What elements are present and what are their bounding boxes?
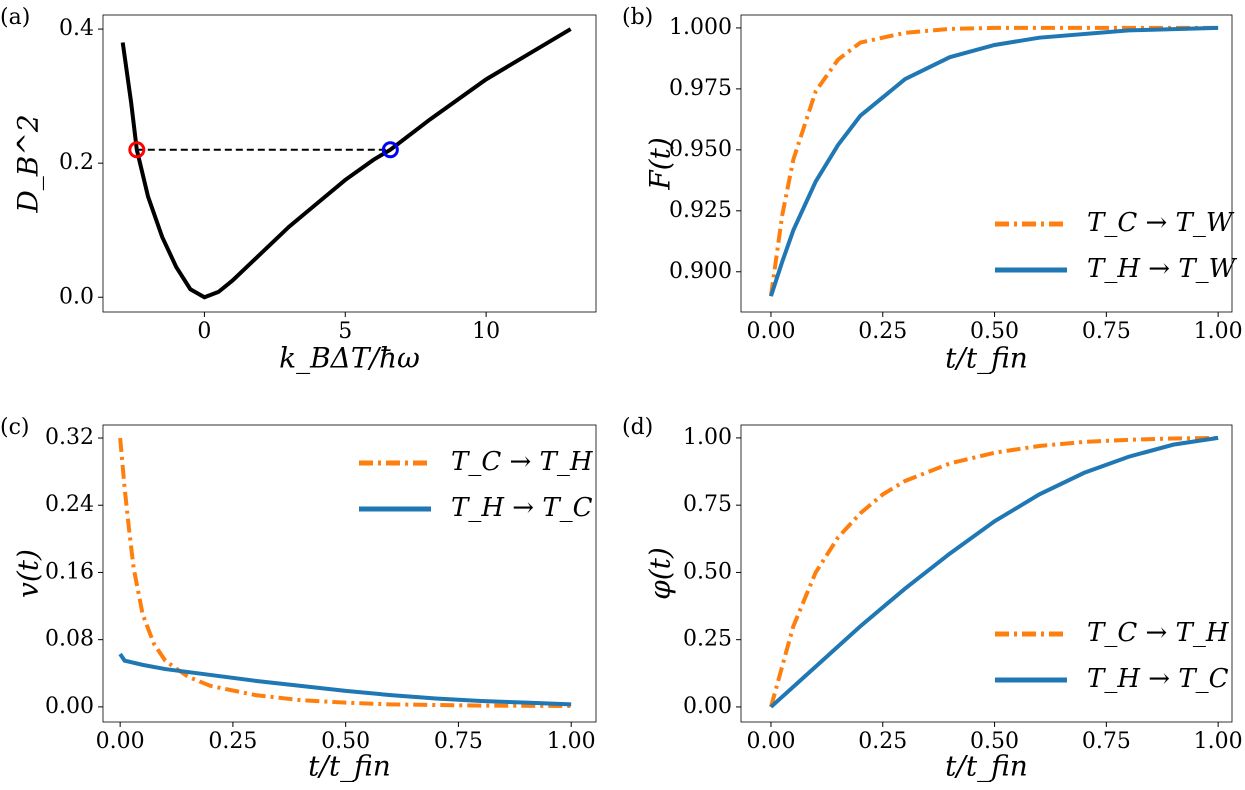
y-tick-label: 0.75	[683, 492, 732, 517]
x-tick-label: 0.50	[970, 319, 1019, 344]
x-tick-label: 0.00	[746, 729, 795, 754]
x-tick-label: 0	[197, 319, 211, 344]
x-tick-label: 0.25	[858, 319, 907, 344]
marker	[381, 141, 399, 159]
panel-label: (c)	[0, 415, 30, 440]
series-line	[118, 652, 572, 707]
legend-label: T_C → T_H	[451, 447, 594, 477]
y-tick-label: 0.32	[45, 425, 94, 450]
x-tick-label: 0.25	[858, 729, 907, 754]
y-tick-label: 0.4	[59, 16, 94, 41]
x-tick-label: 1.00	[1194, 729, 1243, 754]
y-tick-label: 1.00	[683, 425, 732, 450]
x-axis-label: t/t_fin	[945, 750, 1028, 783]
y-axis-label: D_B^2	[12, 114, 45, 213]
y-axis-label: F(t)	[644, 137, 677, 191]
x-tick-label: 5	[338, 319, 352, 344]
marker	[128, 141, 146, 159]
x-tick-label: 0.75	[434, 729, 483, 754]
x-tick-label: 0.00	[746, 319, 795, 344]
series-line	[118, 437, 572, 709]
legend-label: T_H → T_C	[451, 493, 593, 523]
y-tick-label: 0.24	[45, 492, 94, 517]
panel-label: (d)	[622, 415, 653, 440]
y-axis-label: φ(t)	[644, 547, 677, 600]
y-tick-label: 1.000	[669, 15, 732, 40]
y-tick-label: 0.25	[683, 627, 732, 652]
panel-label: (b)	[622, 5, 653, 30]
y-tick-label: 0.0	[59, 284, 94, 309]
series-line	[120, 27, 572, 300]
axes-frame	[740, 14, 1233, 313]
y-tick-label: 0.16	[45, 559, 94, 584]
x-tick-label: 10	[472, 319, 500, 344]
x-tick-label: 0.50	[970, 729, 1019, 754]
axes-frame	[102, 424, 597, 723]
legend-label: T_C → T_H	[1087, 618, 1230, 648]
series-line	[768, 25, 1219, 297]
x-axis-label: t/t_fin	[945, 342, 1028, 375]
x-tick-label: 0.75	[1082, 729, 1131, 754]
series-line	[769, 435, 1219, 708]
x-tick-label: 0.00	[96, 729, 145, 754]
legend-label: T_C → T_W	[1087, 208, 1235, 238]
x-axis-label: k_BΔT/ħω	[279, 342, 420, 375]
y-tick-label: 0.50	[683, 559, 732, 584]
x-tick-label: 1.00	[547, 729, 596, 754]
x-tick-label: 0.75	[1082, 319, 1131, 344]
y-tick-label: 0.975	[669, 76, 732, 101]
y-tick-label: 0.900	[669, 259, 732, 284]
y-tick-label: 0.925	[669, 198, 732, 223]
y-tick-label: 0.00	[45, 694, 94, 719]
y-tick-label: 0.2	[59, 150, 94, 175]
axes-frame	[740, 424, 1233, 723]
x-tick-label: 1.00	[1194, 319, 1243, 344]
series-line	[769, 25, 1219, 297]
y-tick-label: 0.950	[669, 137, 732, 162]
legend-label: T_H → T_W	[1087, 254, 1238, 284]
y-tick-label: 0.08	[45, 627, 94, 652]
x-axis-label: t/t_fin	[308, 750, 391, 783]
y-tick-label: 0.00	[683, 694, 732, 719]
x-tick-label: 0.25	[208, 729, 257, 754]
legend-label: T_H → T_C	[1087, 664, 1229, 694]
series-line	[769, 435, 1219, 709]
y-axis-label: v(t)	[12, 549, 45, 598]
panel-label: (a)	[0, 5, 30, 30]
x-tick-label: 0.50	[321, 729, 370, 754]
